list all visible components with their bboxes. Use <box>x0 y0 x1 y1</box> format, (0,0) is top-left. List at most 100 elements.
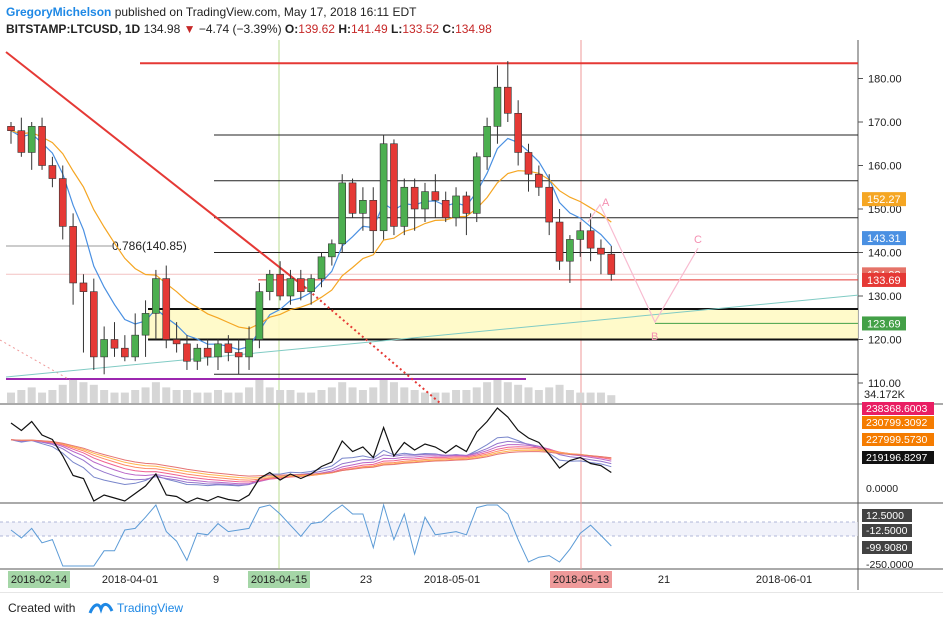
candle-body <box>390 143 398 227</box>
time-tick-label: 2018-02-14 <box>11 574 67 586</box>
main-pane <box>0 40 858 403</box>
chart-canvas[interactable]: 0.786(140.85) 34.172K A B C 238368.6003 2307… <box>0 0 943 592</box>
candle-body <box>131 334 139 358</box>
candle-body <box>607 253 616 275</box>
volume-bar <box>400 387 409 403</box>
candle-body <box>90 291 98 358</box>
support-zone-fill <box>148 309 858 340</box>
candle-body <box>265 273 274 292</box>
low-label: L: <box>391 22 403 36</box>
price-badge-label: 143.31 <box>867 233 901 245</box>
trendlines <box>0 51 859 404</box>
candle-body <box>255 291 264 340</box>
volume-bar <box>172 390 181 403</box>
down-arrow-icon: ▼ <box>183 22 196 36</box>
publish-info: published on TradingView.com, May 17, 20… <box>114 5 417 19</box>
date-highlight <box>248 571 310 588</box>
indicator-value-label: 219196.8297 <box>866 452 927 464</box>
downtrend-line <box>5 51 306 289</box>
volume-bar <box>327 387 336 403</box>
tradingview-link[interactable]: TradingView <box>117 601 184 615</box>
indicator-axis-tick: 0.0000 <box>866 483 898 495</box>
abc-pattern: A B C <box>587 197 702 343</box>
volume-bar <box>338 382 347 403</box>
candle-body <box>224 343 233 353</box>
candle-body <box>576 230 585 240</box>
volume-bar <box>131 390 140 403</box>
candle-body <box>317 256 326 279</box>
candle-body <box>79 282 88 292</box>
candle-body <box>483 126 491 158</box>
indicator-value-badge <box>862 451 934 464</box>
time-tick-label: 9 <box>213 574 219 586</box>
price-badge <box>862 231 906 246</box>
volume-bar <box>245 387 254 403</box>
volume-bar <box>545 387 554 403</box>
candle-body <box>48 165 57 179</box>
candle-body <box>566 239 574 262</box>
volume-bar <box>265 387 274 403</box>
candle-body <box>503 86 512 114</box>
volume-bar <box>483 382 492 403</box>
author-link[interactable]: GregoryMichelson <box>6 5 112 19</box>
high-label: H: <box>338 22 351 36</box>
cci-axis-tick: -99.9080 <box>866 542 908 554</box>
cci-indicator: 12.5000 -12.5000 -99.9080 -250.0000 <box>0 503 913 571</box>
candle-body <box>38 126 46 166</box>
candle-body <box>193 347 202 362</box>
candle-body <box>586 230 595 249</box>
price-axis[interactable]: 180.00 170.00 160.00 150.00 140.00 130.00 120.… <box>858 74 906 391</box>
price-tick-label: 180.00 <box>868 74 902 86</box>
pattern-label-b: B <box>651 331 658 343</box>
pattern-label-c: C <box>694 234 702 246</box>
cci-axis-tick: -250.0000 <box>866 559 913 571</box>
candle-body <box>452 195 460 218</box>
candle-body <box>514 113 522 153</box>
ribbon-signal-line <box>10 407 612 504</box>
ohlc-line: BITSTAMP:LTCUSD, 1D 134.98 ▼ −4.74 (−3.3… <box>6 21 926 38</box>
candle-body <box>152 278 160 314</box>
indicator-value-label: 230799.3092 <box>866 417 927 429</box>
candle-body <box>359 200 367 214</box>
candle-body <box>307 278 315 292</box>
candle-body <box>162 278 171 340</box>
candle-body <box>141 313 150 336</box>
volume-bar <box>410 390 419 403</box>
time-tick-label: 21 <box>658 574 670 586</box>
price-tick-label: 150.00 <box>868 204 902 216</box>
price-badge <box>862 192 906 207</box>
volume-bar <box>514 384 523 403</box>
candle-body <box>338 182 347 245</box>
time-tick-label: 23 <box>360 574 372 586</box>
candle-body <box>472 156 481 214</box>
candle-body <box>69 226 77 284</box>
volume-label: 34.172K <box>864 389 906 401</box>
volume-bar <box>379 379 388 403</box>
volume-bar <box>7 392 15 403</box>
volume-bar <box>296 392 305 403</box>
price-tick-label: 170.00 <box>868 117 902 129</box>
candle-body <box>545 186 554 223</box>
candle-body <box>7 126 15 131</box>
time-axis[interactable]: 2018-02-14 2018-04-01 9 2018-04-15 23 2018-05… <box>8 571 812 588</box>
volume-bar <box>224 392 233 403</box>
volume-bar <box>141 387 150 403</box>
candle-body <box>245 339 253 358</box>
candle-body <box>214 343 222 358</box>
volume-bar <box>17 390 26 403</box>
candle-body <box>431 191 440 201</box>
volume-bar <box>110 392 119 403</box>
cci-axis-tick: 12.5000 <box>866 510 904 522</box>
volume-bar <box>586 392 595 403</box>
candle-body <box>234 352 243 358</box>
volume-bar <box>162 387 171 403</box>
symbol-label[interactable]: BITSTAMP:LTCUSD, 1D <box>6 22 141 36</box>
open-label: O: <box>284 22 299 36</box>
volume-bar <box>369 387 378 403</box>
volume-bar <box>27 387 36 403</box>
close-value: 134.98 <box>455 22 492 36</box>
candle-body <box>172 339 181 345</box>
volume-bar <box>38 392 47 403</box>
time-tick-label: 2018-04-01 <box>102 574 158 586</box>
candle-body <box>441 200 450 219</box>
